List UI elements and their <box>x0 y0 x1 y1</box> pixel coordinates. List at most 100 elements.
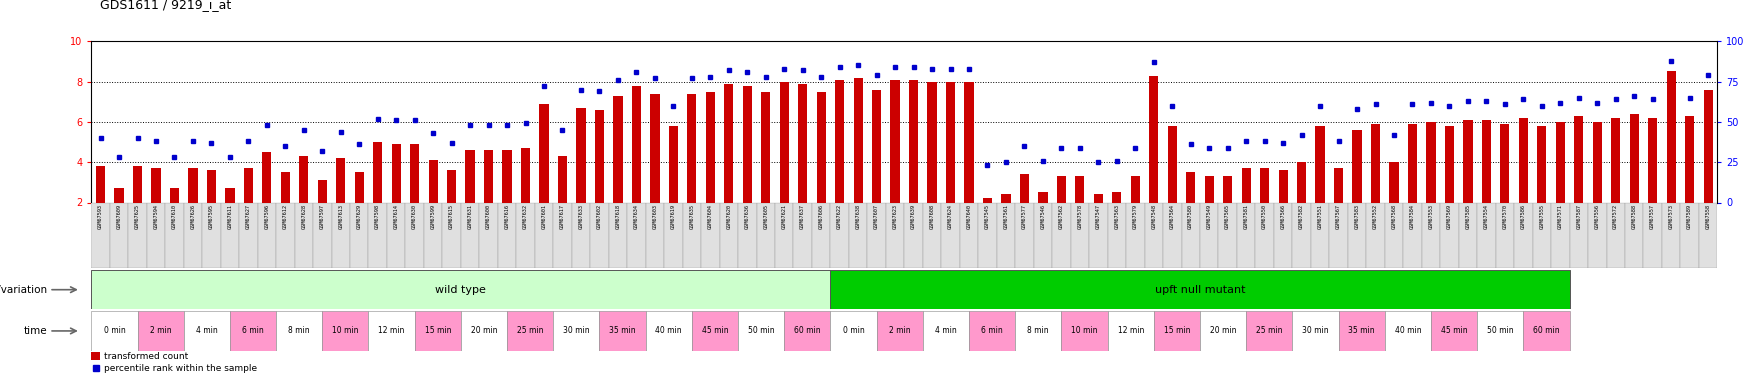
Text: GSM67552: GSM67552 <box>1372 204 1378 230</box>
Bar <box>632 86 641 202</box>
Bar <box>91 352 100 360</box>
Text: 50 min: 50 min <box>748 326 774 335</box>
Text: 8 min: 8 min <box>288 326 311 335</box>
Bar <box>963 82 972 203</box>
Text: GSM67617: GSM67617 <box>560 204 565 230</box>
Bar <box>1204 176 1213 203</box>
Text: 20 min: 20 min <box>470 326 497 335</box>
Text: 30 min: 30 min <box>1302 326 1329 335</box>
Bar <box>1014 311 1060 351</box>
Bar <box>904 202 923 268</box>
Bar <box>516 202 535 268</box>
Text: 2 min: 2 min <box>149 326 172 335</box>
Text: percentile rank within the sample: percentile rank within the sample <box>104 364 256 373</box>
Bar <box>239 202 258 268</box>
Text: GSM67587: GSM67587 <box>1576 204 1581 230</box>
Bar <box>1402 202 1422 268</box>
Bar <box>720 202 737 268</box>
Bar <box>460 202 479 268</box>
Bar <box>349 202 369 268</box>
Bar <box>1550 202 1569 268</box>
Text: GSM67561: GSM67561 <box>1002 204 1007 230</box>
Bar <box>1462 120 1472 202</box>
Text: 0 min: 0 min <box>842 326 863 335</box>
Text: 40 min: 40 min <box>655 326 681 335</box>
Bar <box>997 202 1014 268</box>
Text: time: time <box>25 326 47 336</box>
Text: GSM67612: GSM67612 <box>283 204 288 230</box>
Text: GSM67629: GSM67629 <box>356 204 362 230</box>
Text: GSM67564: GSM67564 <box>1169 204 1174 230</box>
Bar <box>448 170 456 202</box>
Text: GSM67610: GSM67610 <box>172 204 177 230</box>
Text: GSM67614: GSM67614 <box>393 204 398 230</box>
Bar <box>539 104 548 202</box>
Text: 0 min: 0 min <box>104 326 125 335</box>
Bar <box>830 270 1569 309</box>
Bar <box>1223 176 1232 203</box>
Text: GSM67550: GSM67550 <box>1262 204 1267 230</box>
Bar <box>1292 311 1337 351</box>
Text: GDS1611 / 9219_i_at: GDS1611 / 9219_i_at <box>100 0 232 11</box>
Bar <box>1236 202 1255 268</box>
Bar <box>1185 172 1195 202</box>
Text: GSM67626: GSM67626 <box>190 204 195 230</box>
Bar <box>298 156 309 203</box>
Bar <box>590 202 609 268</box>
Text: wild type: wild type <box>435 285 486 295</box>
Bar <box>1351 130 1360 203</box>
Bar <box>188 168 198 202</box>
Text: 8 min: 8 min <box>1027 326 1048 335</box>
Bar <box>261 152 272 202</box>
Text: GSM67620: GSM67620 <box>727 204 730 230</box>
Text: GSM67609: GSM67609 <box>116 204 121 230</box>
Text: GSM67635: GSM67635 <box>690 204 693 230</box>
Bar <box>1020 174 1028 202</box>
Text: 25 min: 25 min <box>1255 326 1281 335</box>
Bar <box>1334 168 1343 202</box>
Text: GSM67595: GSM67595 <box>209 204 214 230</box>
Bar <box>225 188 235 202</box>
Bar <box>111 202 128 268</box>
Text: 60 min: 60 min <box>1532 326 1558 335</box>
Bar <box>391 144 400 202</box>
Bar <box>1702 90 1711 202</box>
Text: GSM67634: GSM67634 <box>634 204 639 230</box>
Bar <box>1499 124 1509 202</box>
Text: GSM67567: GSM67567 <box>1336 204 1341 230</box>
Text: GSM67625: GSM67625 <box>135 204 140 230</box>
Bar <box>793 202 811 268</box>
Text: GSM67619: GSM67619 <box>670 204 676 230</box>
Text: GSM67548: GSM67548 <box>1151 204 1155 230</box>
Text: GSM67599: GSM67599 <box>430 204 435 230</box>
Text: GSM67571: GSM67571 <box>1557 204 1562 230</box>
Bar <box>598 311 646 351</box>
Text: GSM67638: GSM67638 <box>855 204 860 230</box>
Bar <box>1181 202 1199 268</box>
Text: GSM67637: GSM67637 <box>800 204 806 230</box>
Bar <box>386 202 405 268</box>
Bar <box>1444 126 1453 202</box>
Text: GSM67598: GSM67598 <box>376 204 381 230</box>
Bar <box>484 150 493 202</box>
Bar <box>1408 124 1416 202</box>
Bar <box>853 78 862 203</box>
Bar <box>1371 124 1379 202</box>
Bar <box>128 202 147 268</box>
Bar <box>498 202 516 268</box>
Text: GSM67549: GSM67549 <box>1206 204 1211 230</box>
Text: 2 min: 2 min <box>888 326 911 335</box>
Bar <box>355 172 363 202</box>
Text: GSM67606: GSM67606 <box>818 204 823 230</box>
Bar <box>797 84 807 203</box>
Bar <box>1513 202 1532 268</box>
Bar <box>91 270 830 309</box>
Text: GSM67578: GSM67578 <box>1078 204 1081 230</box>
Bar <box>909 80 918 203</box>
Text: GSM67601: GSM67601 <box>541 204 546 230</box>
Bar <box>1199 202 1218 268</box>
Bar <box>609 202 627 268</box>
Text: 15 min: 15 min <box>425 326 451 335</box>
Bar <box>835 80 844 203</box>
Bar <box>460 311 507 351</box>
